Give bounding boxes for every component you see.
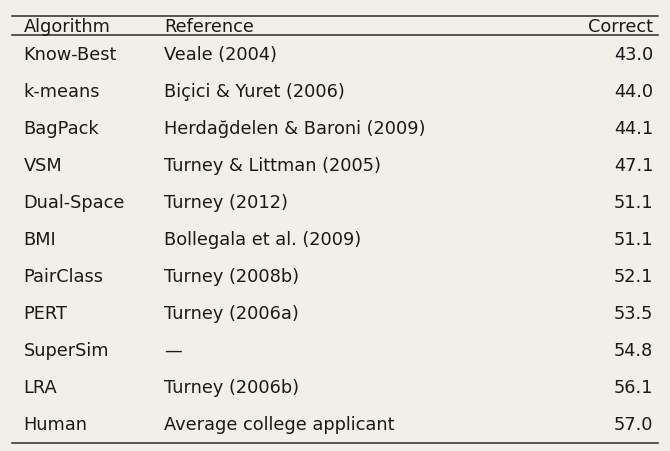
Text: Veale (2004): Veale (2004) xyxy=(164,46,277,64)
Text: SuperSim: SuperSim xyxy=(23,341,109,359)
Text: 51.1: 51.1 xyxy=(614,230,653,249)
Text: k-means: k-means xyxy=(23,83,100,101)
Text: Know-Best: Know-Best xyxy=(23,46,117,64)
Text: 57.0: 57.0 xyxy=(614,415,653,433)
Text: Bollegala et al. (2009): Bollegala et al. (2009) xyxy=(164,230,361,249)
Text: BMI: BMI xyxy=(23,230,56,249)
Text: —: — xyxy=(164,341,182,359)
Text: Biçici & Yuret (2006): Biçici & Yuret (2006) xyxy=(164,83,345,101)
Text: Algorithm: Algorithm xyxy=(23,18,111,36)
Text: Correct: Correct xyxy=(588,18,653,36)
Text: 44.0: 44.0 xyxy=(614,83,653,101)
Text: Turney (2008b): Turney (2008b) xyxy=(164,267,299,285)
Text: Turney (2006b): Turney (2006b) xyxy=(164,378,299,396)
Text: BagPack: BagPack xyxy=(23,120,99,138)
Text: Average college applicant: Average college applicant xyxy=(164,415,395,433)
Text: Turney & Littman (2005): Turney & Littman (2005) xyxy=(164,156,381,175)
Text: 44.1: 44.1 xyxy=(614,120,653,138)
Text: PERT: PERT xyxy=(23,304,68,322)
Text: Human: Human xyxy=(23,415,88,433)
Text: Herdağdelen & Baroni (2009): Herdağdelen & Baroni (2009) xyxy=(164,120,425,138)
Text: 52.1: 52.1 xyxy=(614,267,653,285)
Text: 51.1: 51.1 xyxy=(614,193,653,212)
Text: 43.0: 43.0 xyxy=(614,46,653,64)
Text: Turney (2012): Turney (2012) xyxy=(164,193,288,212)
Text: 53.5: 53.5 xyxy=(614,304,653,322)
Text: 47.1: 47.1 xyxy=(614,156,653,175)
Text: VSM: VSM xyxy=(23,156,62,175)
Text: Turney (2006a): Turney (2006a) xyxy=(164,304,299,322)
Text: LRA: LRA xyxy=(23,378,57,396)
Text: PairClass: PairClass xyxy=(23,267,103,285)
Text: Dual-Space: Dual-Space xyxy=(23,193,125,212)
Text: Reference: Reference xyxy=(164,18,254,36)
Text: 54.8: 54.8 xyxy=(614,341,653,359)
Text: 56.1: 56.1 xyxy=(614,378,653,396)
